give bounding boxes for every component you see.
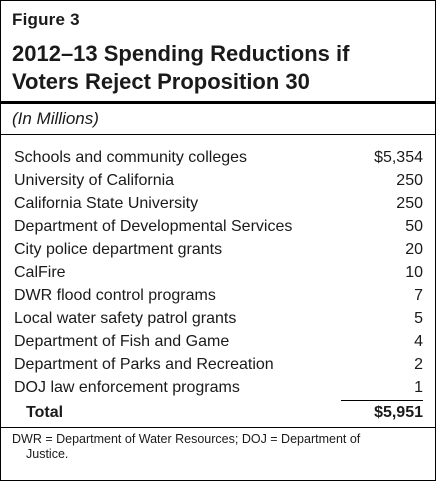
row-label: Schools and community colleges [14,149,248,166]
footnote-line: Justice. [26,447,69,461]
row-label: DWR flood control programs [14,287,216,304]
title-divider [0,101,436,104]
row-value: 4 [414,333,423,350]
row-label: CalFire [14,264,66,281]
row-value: 20 [405,241,423,258]
table-row: CalFire 10 [14,261,423,284]
table-row: Department of Fish and Game 4 [14,330,423,353]
row-label: Department of Parks and Recreation [14,356,274,373]
row-label: DOJ law enforcement programs [14,379,240,396]
row-value: 50 [405,218,423,235]
table-row: Department of Developmental Services 50 [14,215,423,238]
spending-table: Schools and community colleges $5,354 Un… [14,146,423,399]
row-label: City police department grants [14,241,223,258]
units-label: (In Millions) [12,109,99,128]
row-label: University of California [14,172,175,189]
table-row: DWR flood control programs 7 [14,284,423,307]
row-value: $5,354 [374,149,423,166]
row-label: Local water safety patrol grants [14,310,237,327]
row-value: 250 [396,172,423,189]
table-row: DOJ law enforcement programs 1 [14,376,423,399]
units-divider [0,134,436,135]
table-row: City police department grants 20 [14,238,423,261]
footnote-line: DWR = Department of Water Resources; DOJ… [12,432,361,446]
row-value: 5 [414,310,423,327]
row-label: Department of Fish and Game [14,333,230,350]
footnote: DWR = Department of Water Resources; DOJ… [12,432,422,462]
total-label: Total [26,404,64,421]
row-value: 250 [396,195,423,212]
table-row: Department of Parks and Recreation 2 [14,353,423,376]
table-row: Local water safety patrol grants 5 [14,307,423,330]
sum-underline [341,400,423,401]
total-row: Total $5,951 [26,402,423,424]
table-row: University of California 250 [14,169,423,192]
row-value: 1 [414,379,423,396]
table-row: California State University 250 [14,192,423,215]
row-label: California State University [14,195,199,212]
table-row: Schools and community colleges $5,354 [14,146,423,169]
figure-title: 2012–13 Spending Reductions if Voters Re… [12,41,350,94]
total-divider [0,427,436,428]
total-value: $5,951 [374,404,423,421]
figure-label: Figure 3 [12,10,80,29]
row-label: Department of Developmental Services [14,218,293,235]
row-value: 2 [414,356,423,373]
row-value: 7 [414,287,423,304]
row-value: 10 [405,264,423,281]
